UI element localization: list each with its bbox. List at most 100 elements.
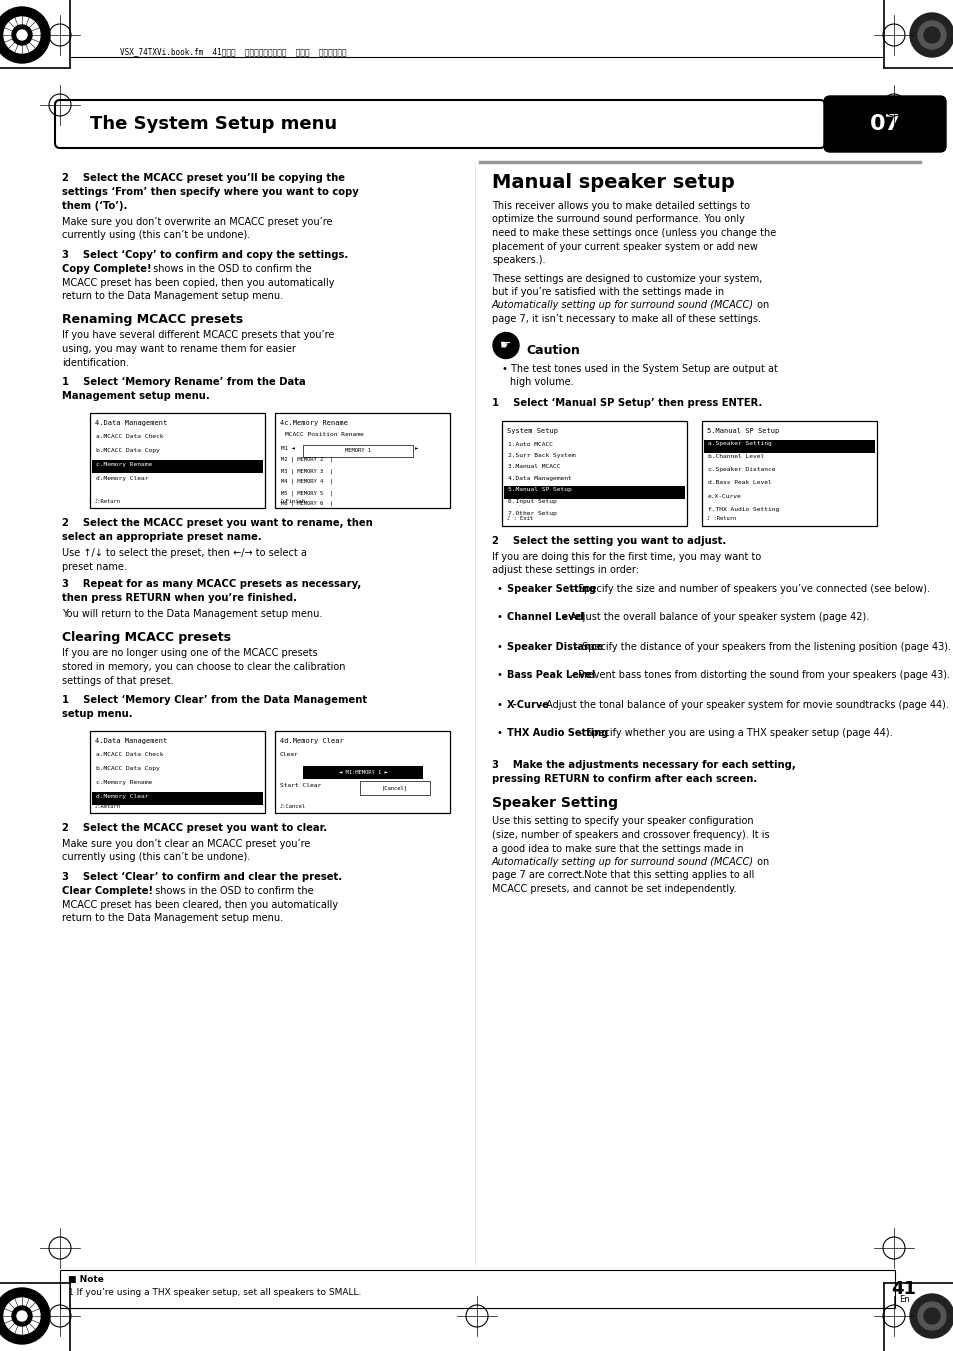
Text: MCACC preset has been copied, then you automatically: MCACC preset has been copied, then you a…	[62, 277, 335, 288]
Bar	[90, 413, 265, 508]
Text: •: •	[497, 670, 505, 681]
Text: e.X-Curve: e.X-Curve	[707, 493, 741, 499]
Text: currently using (this can’t be undone).: currently using (this can’t be undone).	[62, 231, 250, 240]
Text: Copy Complete!: Copy Complete!	[62, 263, 152, 274]
Text: System Setup: System Setup	[506, 427, 558, 434]
Text: 1    Select ‘Memory Clear’ from the Data Management: 1 Select ‘Memory Clear’ from the Data Ma…	[62, 694, 367, 705]
Text: Management setup menu.: Management setup menu.	[62, 390, 210, 401]
Text: M5 | MEMORY 5  |: M5 | MEMORY 5 |	[281, 490, 333, 496]
Text: Automatically setting up for surround sound (MCACC): Automatically setting up for surround so…	[492, 857, 753, 867]
Text: setup menu.: setup menu.	[62, 709, 132, 719]
Text: using, you may want to rename them for easier: using, you may want to rename them for e…	[62, 345, 295, 354]
Circle shape	[923, 1308, 939, 1324]
FancyBboxPatch shape	[55, 100, 824, 149]
Text: This receiver allows you to make detailed settings to: This receiver allows you to make detaile…	[492, 201, 749, 211]
Text: shows in the OSD to confirm the: shows in the OSD to confirm the	[150, 263, 312, 274]
Circle shape	[17, 30, 27, 41]
Text: Use this setting to specify your speaker configuration: Use this setting to specify your speaker…	[492, 816, 753, 827]
Text: X-Curve: X-Curve	[506, 700, 549, 709]
Text: settings of that preset.: settings of that preset.	[62, 676, 173, 685]
Text: You will return to the Data Management setup menu.: You will return to the Data Management s…	[62, 609, 322, 619]
Text: page 7 are correct.: page 7 are correct.	[492, 870, 584, 881]
Text: Speaker Setting: Speaker Setting	[492, 797, 618, 811]
Text: M4 | MEMORY 4  |: M4 | MEMORY 4 |	[281, 480, 333, 485]
Bar	[359, 781, 430, 794]
Text: return to the Data Management setup menu.: return to the Data Management setup menu…	[62, 913, 283, 923]
Text: f.THX Audio Setting: f.THX Audio Setting	[707, 507, 779, 512]
Text: select an appropriate preset name.: select an appropriate preset name.	[62, 532, 261, 542]
Text: •: •	[497, 700, 505, 709]
Text: THX Audio Setting: THX Audio Setting	[506, 728, 608, 739]
Text: Clear Complete!: Clear Complete!	[62, 886, 153, 896]
Text: (size, number of speakers and crossover frequency). It is: (size, number of speakers and crossover …	[492, 830, 769, 840]
Text: 4.Data Management: 4.Data Management	[95, 738, 167, 744]
Text: d.Memory Clear: d.Memory Clear	[96, 476, 149, 481]
Text: preset name.: preset name.	[62, 562, 127, 571]
Text: M2 | MEMORY 2  |: M2 | MEMORY 2 |	[281, 457, 333, 462]
Text: M1 ◄: M1 ◄	[281, 446, 294, 451]
Text: 1.Auto MCACC: 1.Auto MCACC	[507, 442, 553, 446]
Text: MCACC presets, and cannot be set independently.: MCACC presets, and cannot be set indepen…	[492, 884, 736, 894]
Text: MCACC Position Rename: MCACC Position Rename	[285, 432, 363, 436]
Bar	[701, 420, 876, 526]
Text: pressing RETURN to confirm after each screen.: pressing RETURN to confirm after each sc…	[492, 774, 757, 785]
Text: c.Speaker Distance: c.Speaker Distance	[707, 467, 775, 473]
Text: adjust these settings in order:: adjust these settings in order:	[492, 565, 639, 576]
Text: Speaker Setting: Speaker Setting	[506, 584, 596, 593]
Circle shape	[0, 1288, 50, 1344]
Text: currently using (this can’t be undone).: currently using (this can’t be undone).	[62, 852, 250, 862]
Circle shape	[17, 1310, 27, 1321]
Text: need to make these settings once (unless you change the: need to make these settings once (unless…	[492, 228, 776, 238]
Text: 2    Select the MCACC preset you’ll be copying the: 2 Select the MCACC preset you’ll be copy…	[62, 173, 345, 182]
Text: ♪:Cancel: ♪:Cancel	[280, 804, 306, 809]
Text: Use ↑/↓ to select the preset, then ←/→ to select a: Use ↑/↓ to select the preset, then ←/→ t…	[62, 549, 307, 558]
Text: – Adjust the tonal balance of your speaker system for movie soundtracks (page 44: – Adjust the tonal balance of your speak…	[535, 700, 948, 709]
Text: them (‘To’).: them (‘To’).	[62, 201, 128, 211]
Bar	[303, 444, 413, 457]
Text: return to the Data Management setup menu.: return to the Data Management setup menu…	[62, 290, 283, 301]
Text: but if you’re satisfied with the settings made in: but if you’re satisfied with the setting…	[492, 286, 723, 297]
Circle shape	[909, 1294, 953, 1337]
Text: Clearing MCACC presets: Clearing MCACC presets	[62, 631, 231, 643]
Text: 7.Other Setup: 7.Other Setup	[507, 511, 557, 516]
Text: 3    Repeat for as many MCACC presets as necessary,: 3 Repeat for as many MCACC presets as ne…	[62, 580, 361, 589]
Text: c.Memory Rename: c.Memory Rename	[96, 462, 152, 467]
Text: Manual speaker setup: Manual speaker setup	[492, 173, 734, 192]
Text: ♪ : Exit: ♪ : Exit	[506, 516, 533, 521]
Text: b.MCACC Data Copy: b.MCACC Data Copy	[96, 449, 159, 453]
Text: 1    Select ‘Memory Rename’ from the Data: 1 Select ‘Memory Rename’ from the Data	[62, 377, 305, 386]
Text: ♪:Finish: ♪:Finish	[280, 499, 306, 504]
Text: ¹: ¹	[575, 870, 578, 880]
Text: Clear: Clear	[280, 753, 298, 757]
Text: d.Memory Clear: d.Memory Clear	[96, 794, 149, 798]
FancyBboxPatch shape	[823, 96, 945, 153]
Text: on: on	[753, 300, 768, 311]
Text: page 7, it isn’t necessary to make all of these settings.: page 7, it isn’t necessary to make all o…	[492, 313, 760, 324]
Circle shape	[909, 14, 953, 57]
Bar	[60, 1270, 894, 1308]
Text: – Specify the distance of your speakers from the listening position (page 43).: – Specify the distance of your speakers …	[571, 642, 950, 651]
Text: 5.Manual SP Setup: 5.Manual SP Setup	[706, 427, 779, 434]
Text: – Adjust the overall balance of your speaker system (page 42).: – Adjust the overall balance of your spe…	[558, 612, 868, 623]
Text: Channel Level: Channel Level	[506, 612, 584, 623]
Text: Start Clear: Start Clear	[280, 784, 321, 788]
Text: a.MCACC Data Check: a.MCACC Data Check	[96, 753, 163, 757]
Text: on: on	[753, 857, 768, 867]
Text: [Cancel]: [Cancel]	[381, 785, 408, 790]
Text: 5.Manual SP Setup: 5.Manual SP Setup	[507, 488, 571, 493]
Bar	[703, 439, 874, 453]
Text: The System Setup menu: The System Setup menu	[90, 115, 336, 132]
Text: If you have several different MCACC presets that you’re: If you have several different MCACC pres…	[62, 331, 334, 340]
Text: – Prevent bass tones from distorting the sound from your speakers (page 43).: – Prevent bass tones from distorting the…	[566, 670, 949, 681]
Text: If you are doing this for the first time, you may want to: If you are doing this for the first time…	[492, 551, 760, 562]
Text: b.Channel Level: b.Channel Level	[707, 454, 763, 459]
Text: – Specify whether you are using a THX speaker setup (page 44).: – Specify whether you are using a THX sp…	[575, 728, 892, 739]
Circle shape	[493, 332, 518, 358]
Text: 4d.Memory Clear: 4d.Memory Clear	[280, 738, 343, 744]
Text: 4c.Memory Rename: 4c.Memory Rename	[280, 420, 348, 426]
Text: VSX_74TXVi.book.fm  41ページ  ２００５年６月６日  月曜日  午後７晎８分: VSX_74TXVi.book.fm 41ページ ２００５年６月６日 月曜日 午…	[120, 47, 346, 57]
Circle shape	[917, 22, 945, 49]
Text: These settings are designed to customize your system,: These settings are designed to customize…	[492, 273, 761, 284]
Text: ☛: ☛	[500, 339, 511, 353]
Text: 6.Input Setup: 6.Input Setup	[507, 499, 557, 504]
